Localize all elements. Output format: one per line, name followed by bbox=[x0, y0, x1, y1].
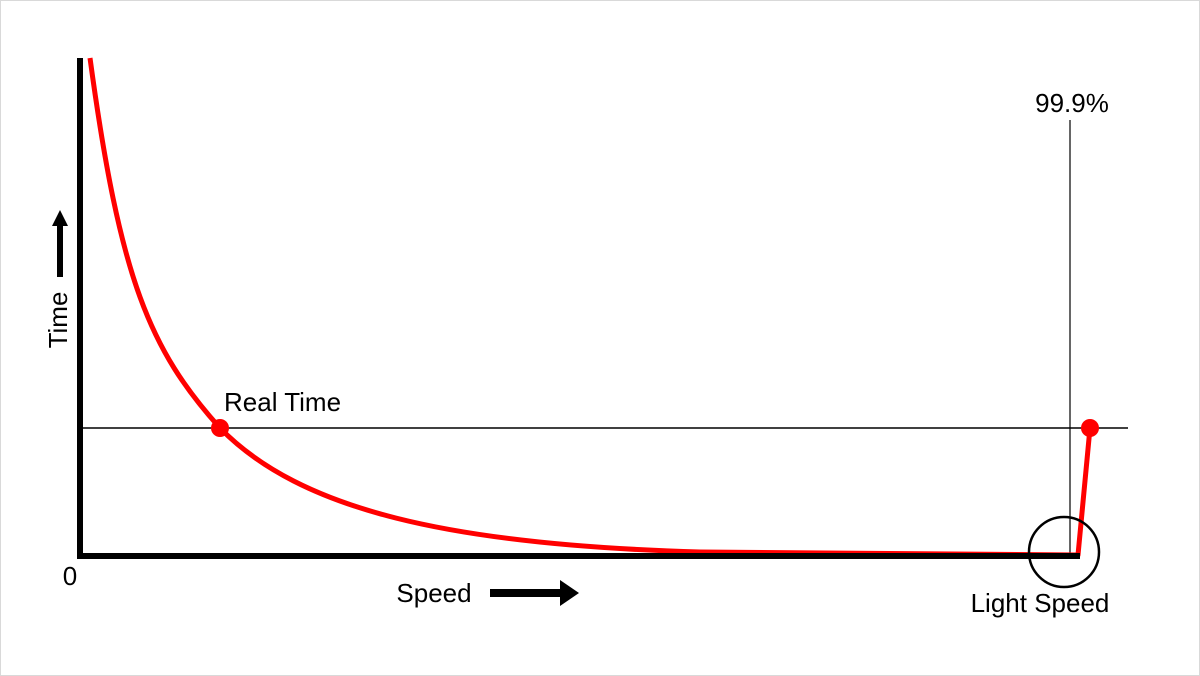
light-speed-label: Light Speed bbox=[971, 588, 1110, 618]
x-axis-label: Speed bbox=[396, 578, 471, 608]
time-arrow bbox=[52, 210, 68, 277]
y-axis-label: Time bbox=[43, 292, 73, 349]
real-time-dot bbox=[211, 419, 229, 437]
light-speed-circle bbox=[1027, 515, 1101, 589]
end-dot bbox=[1081, 419, 1099, 437]
speed-arrow bbox=[490, 580, 579, 606]
origin-label: 0 bbox=[63, 561, 77, 591]
threshold-label: 99.9% bbox=[1035, 88, 1109, 118]
real-time-label: Real Time bbox=[224, 387, 341, 417]
time-curve bbox=[87, 57, 1093, 558]
